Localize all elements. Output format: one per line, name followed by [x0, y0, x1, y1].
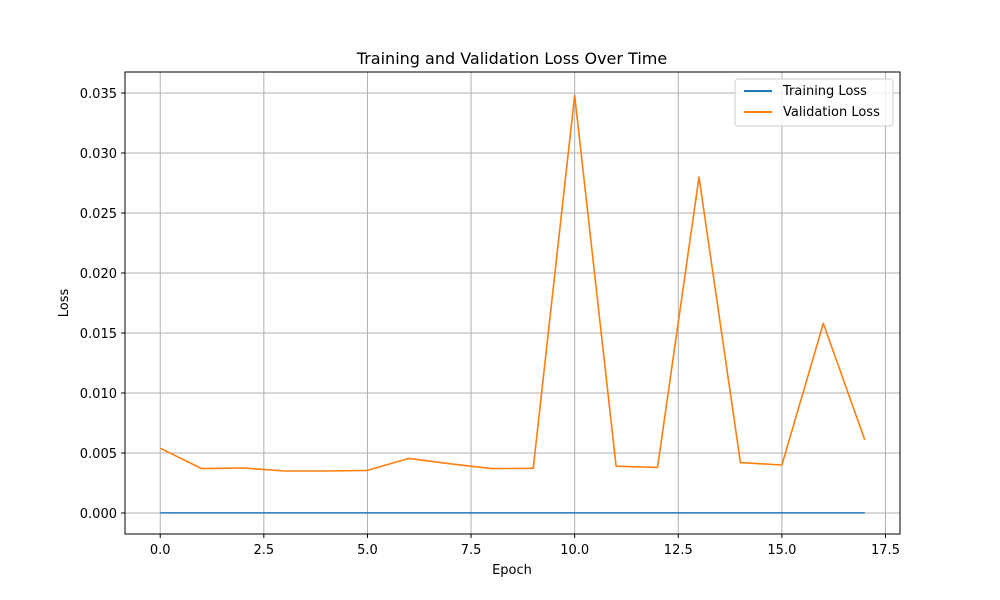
y-tick-label: 0.015 — [80, 327, 117, 342]
x-tick-label: 0.0 — [150, 543, 171, 558]
legend: Training Loss Validation Loss — [734, 78, 894, 127]
y-tick-label: 0.005 — [80, 447, 117, 462]
y-tick-label: 0.030 — [80, 147, 117, 162]
x-tick-label: 2.5 — [253, 543, 274, 558]
y-tick-label: 0.000 — [80, 507, 117, 522]
x-tick-label: 7.5 — [461, 543, 482, 558]
y-tick-label: 0.020 — [80, 267, 117, 282]
y-axis-ticks: 0.000 0.005 0.010 0.015 0.020 0.025 0.030 0.035 — [80, 87, 125, 522]
legend-label-training-loss: Training Loss — [782, 84, 867, 99]
x-tick-label: 15.0 — [767, 543, 796, 558]
y-tick-label: 0.025 — [80, 207, 117, 222]
series-lines — [159, 94, 866, 514]
x-axis-ticks: 0.0 2.5 5.0 7.5 10.0 12.5 15.0 17.5 — [150, 534, 900, 558]
x-tick-label: 5.0 — [357, 543, 378, 558]
x-axis-label: Epoch — [492, 563, 532, 578]
plot-frame — [124, 71, 901, 535]
legend-box — [734, 78, 894, 127]
y-axis-label: Loss — [57, 289, 72, 318]
y-tick-label: 0.035 — [80, 87, 117, 102]
legend-label-validation-loss: Validation Loss — [783, 105, 880, 120]
x-tick-label: 17.5 — [871, 543, 900, 558]
chart-title: Training and Validation Loss Over Time — [356, 49, 667, 68]
x-tick-label: 10.0 — [560, 543, 589, 558]
x-tick-label: 12.5 — [664, 543, 693, 558]
y-tick-label: 0.010 — [80, 387, 117, 402]
validation-loss-line — [159, 94, 866, 472]
